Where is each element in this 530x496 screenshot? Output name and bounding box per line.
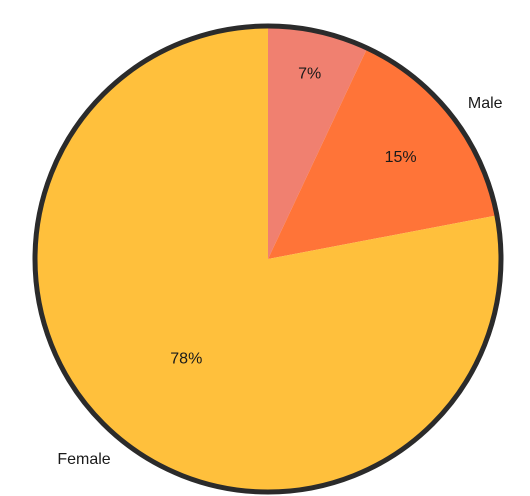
pie-slice-did-not-say [268,26,368,259]
pie-value-label-did-not-say: 7% [298,66,321,83]
pie-category-label-male: Male [468,95,503,112]
pie-category-label-female: Female [57,451,110,468]
pie-value-label-female: 78% [170,351,202,368]
pie-slice-female [34,26,501,493]
pie-slice-male [268,48,497,260]
pie-outline [32,23,504,495]
pie-value-label-male: 15% [385,149,417,166]
pie-slices [34,26,501,493]
